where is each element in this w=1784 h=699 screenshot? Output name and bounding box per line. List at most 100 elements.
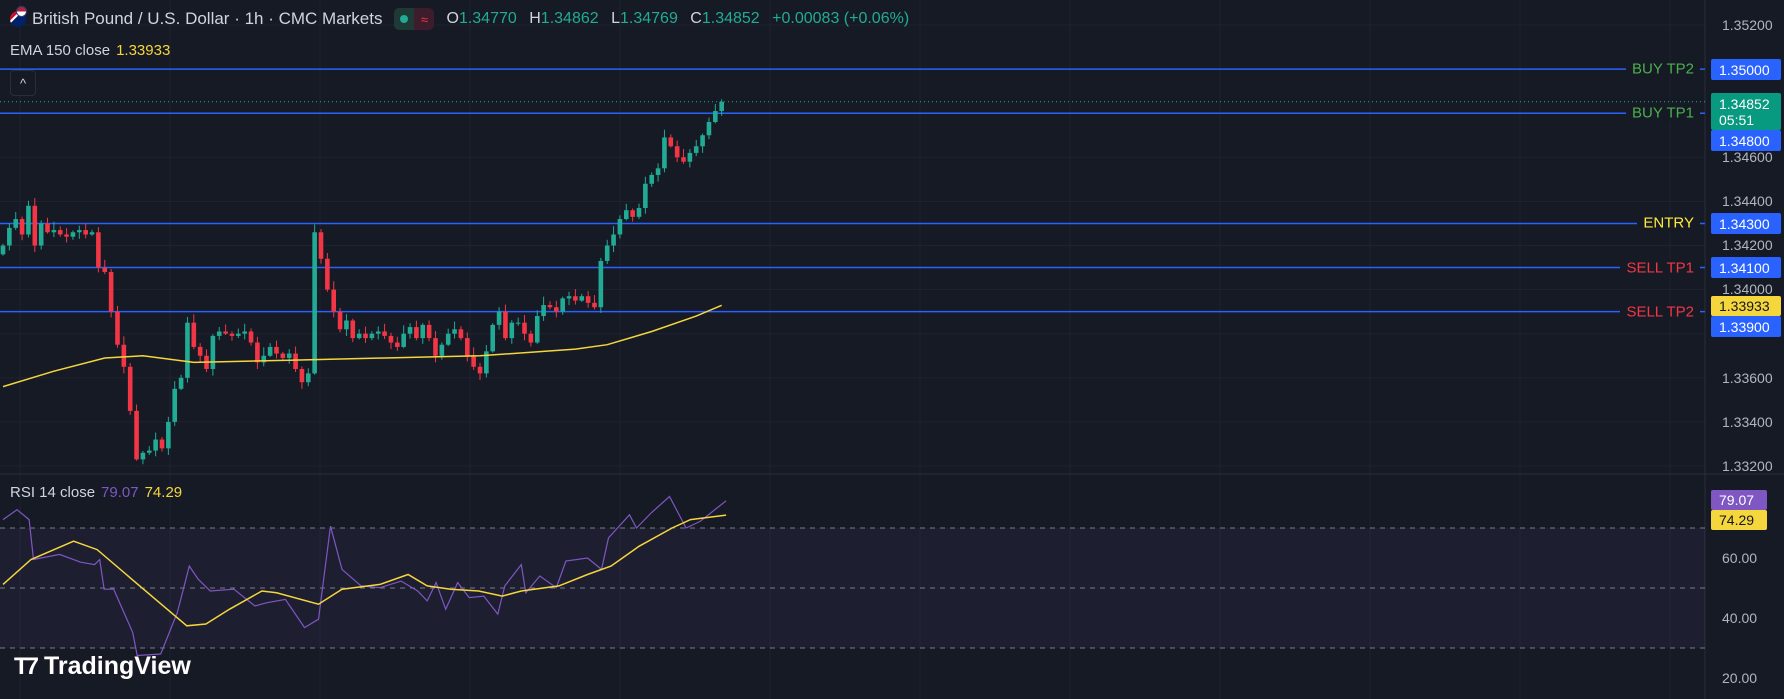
- change: +0.00083 (+0.06%): [772, 10, 910, 27]
- ema-price-badge: 1.33933: [1711, 296, 1781, 316]
- rsi-value-badge: 79.07: [1711, 490, 1767, 510]
- candle-body: [26, 205, 31, 235]
- symbol-title[interactable]: British Pound / U.S. Dollar · 1h · CMC M…: [32, 9, 383, 28]
- level-label: SELL TP2: [1620, 303, 1700, 321]
- candle-body: [312, 232, 317, 374]
- candle-body: [96, 232, 101, 268]
- current-price-text: 05:51: [1719, 111, 1755, 128]
- candle-body: [713, 110, 718, 123]
- candle-body: [216, 331, 222, 336]
- candle-body: [515, 322, 521, 324]
- gbp-usd-flag-icon: [10, 6, 27, 27]
- candle-body: [458, 329, 464, 339]
- candle-body: [541, 305, 546, 317]
- candle-body: [134, 410, 139, 460]
- current-price-text: 1.34852: [1719, 95, 1770, 112]
- candle-body: [64, 234, 69, 237]
- candle-body: [433, 338, 438, 356]
- candle-body: [318, 232, 324, 259]
- ema-legend[interactable]: EMA 150 close 1.33933: [10, 42, 171, 59]
- candle-body: [121, 344, 127, 367]
- candle-body: [604, 245, 610, 261]
- candle-body: [13, 219, 19, 228]
- level-price-badge: 1.34800: [1711, 130, 1781, 151]
- candle-body: [674, 146, 680, 158]
- candle-body: [363, 333, 368, 339]
- candle-body: [693, 146, 699, 153]
- candle-body: [350, 320, 356, 339]
- candle-body: [452, 329, 457, 334]
- candle-body: [127, 366, 133, 411]
- candle-body: [146, 450, 152, 453]
- candle-body: [445, 333, 451, 345]
- chevron-up-icon: ^: [19, 75, 27, 91]
- collapse-legend-button[interactable]: ^: [10, 70, 36, 96]
- ema-line: [2, 304, 722, 388]
- candle-body: [687, 152, 693, 162]
- candle-body: [305, 373, 311, 383]
- candle-body: [484, 351, 489, 374]
- candle-body: [649, 174, 655, 184]
- candle-body: [77, 230, 82, 233]
- candle-body: [242, 331, 247, 334]
- candle-body: [280, 353, 286, 358]
- candle-body: [166, 421, 171, 449]
- candle-body: [388, 335, 394, 343]
- candle-body: [662, 137, 667, 169]
- candle-body: [534, 316, 540, 343]
- tradingview-logo[interactable]: T7 TradingView: [14, 652, 191, 680]
- market-status[interactable]: ≈: [394, 8, 435, 30]
- candle-body: [414, 327, 419, 339]
- price-tick: 1.35200: [1722, 17, 1773, 33]
- candle-body: [32, 205, 38, 246]
- rsi-legend[interactable]: RSI 14 close 79.07 74.29: [10, 484, 183, 501]
- candle-body: [45, 223, 50, 233]
- level-label: ENTRY: [1637, 214, 1700, 232]
- candle-body: [51, 230, 57, 233]
- market-open-dot-icon: [394, 8, 415, 30]
- candle-body: [439, 344, 445, 356]
- candle-body: [407, 327, 413, 334]
- candle-body: [344, 320, 349, 330]
- candle-body: [0, 245, 6, 255]
- candle-body: [509, 322, 515, 339]
- candle-body: [547, 305, 553, 308]
- candle-body: [83, 230, 88, 235]
- candle-body: [382, 331, 387, 336]
- candle-body: [7, 227, 12, 246]
- candle-body: [477, 366, 483, 374]
- candle-body: [191, 322, 197, 347]
- rsi-tick: 40.00: [1722, 610, 1758, 626]
- candle-body: [401, 333, 406, 347]
- candle-body: [223, 331, 228, 334]
- level-price-badge: 1.34300: [1711, 213, 1781, 234]
- candle-body: [153, 439, 158, 451]
- candle-body: [299, 368, 305, 383]
- candle-body: [522, 322, 527, 334]
- candle-body: [503, 311, 508, 339]
- candle-body: [668, 137, 674, 147]
- candle-body: [426, 324, 432, 339]
- candle-body: [286, 353, 292, 358]
- candle-body: [592, 302, 597, 308]
- candle-body: [464, 338, 470, 356]
- candle-body: [89, 232, 95, 235]
- candle-body: [630, 210, 635, 217]
- candle-body: [293, 353, 298, 369]
- candle-body: [585, 296, 591, 303]
- candle-body: [706, 122, 712, 136]
- price-tick: 1.34200: [1722, 237, 1773, 253]
- price-tick: 1.33400: [1722, 414, 1773, 430]
- symbol-header: British Pound / U.S. Dollar · 1h · CMC M…: [10, 6, 917, 30]
- candle-body: [496, 311, 502, 325]
- level-price-badge: 1.33900: [1711, 316, 1781, 337]
- candle-body: [681, 157, 686, 162]
- rsi-ma-badge: 74.29: [1711, 510, 1767, 530]
- candle-body: [471, 355, 476, 367]
- price-tick: 1.34400: [1722, 193, 1773, 209]
- candle-body: [490, 324, 496, 352]
- candle-body: [102, 267, 108, 272]
- candle-body: [369, 333, 375, 339]
- price-tick: 1.33200: [1722, 458, 1773, 474]
